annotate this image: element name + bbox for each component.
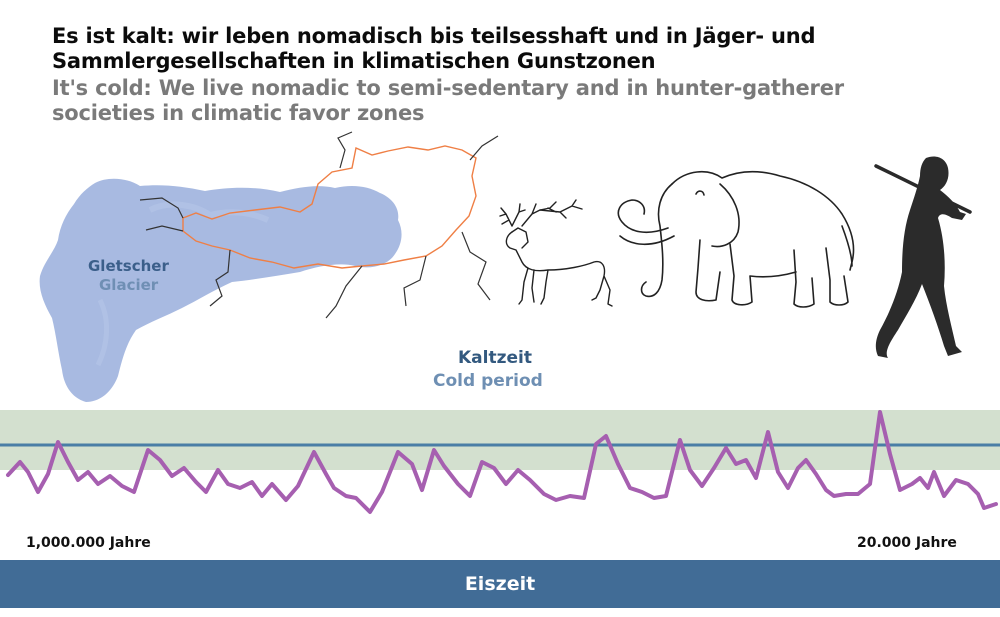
timeline-start-label: 1,000.000 Jahre: [26, 535, 151, 551]
era-bar-label: Eiszeit: [464, 573, 536, 595]
cold-period-label-english: Cold period: [433, 371, 543, 391]
climate-timeline: [0, 410, 1000, 514]
glacier-label-english: Glacier: [99, 276, 159, 294]
climate-curve: [6, 410, 998, 514]
deer-drawing: [499, 199, 613, 307]
timeline-end-label: 20.000 Jahre: [857, 535, 957, 551]
era-bar: [0, 560, 1000, 608]
country-border-austria: [182, 145, 477, 269]
cold-period-label-german: Kaltzeit: [458, 348, 532, 368]
glacier-map: [39, 131, 499, 402]
favor-zone-band: [0, 410, 1000, 470]
heading-english: It's cold: We live nomadic to semi-seden…: [52, 76, 844, 125]
glacier-area: [39, 178, 402, 402]
illustration: [39, 131, 972, 402]
country-borders: [139, 131, 499, 319]
hunter-silhouette: [874, 156, 972, 358]
mammoth-drawing: [617, 170, 855, 308]
heading-german: Es ist kalt: wir leben nomadisch bis tei…: [52, 24, 816, 73]
glacier-label-german: Gletscher: [88, 257, 169, 275]
